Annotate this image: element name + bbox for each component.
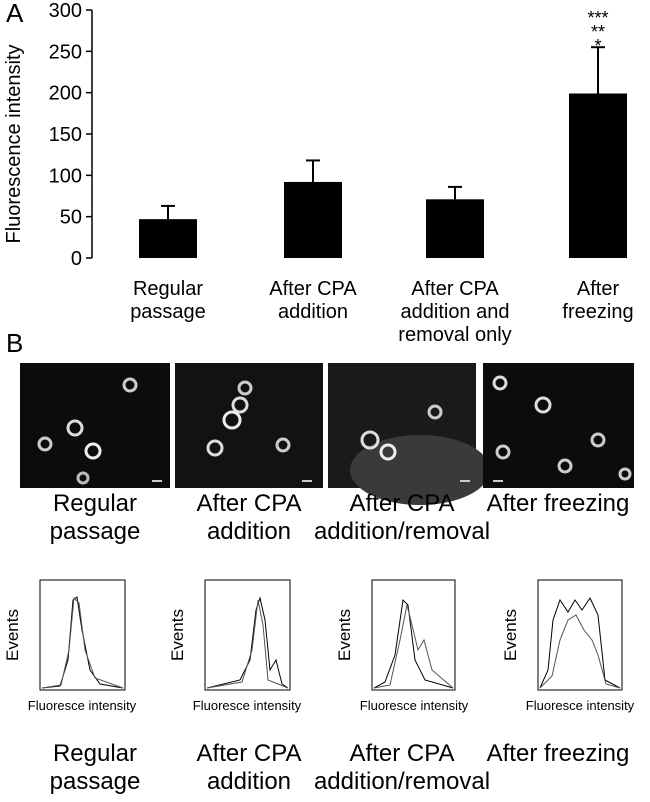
histogram-y-label: Events — [501, 609, 520, 661]
bar — [139, 219, 197, 258]
y-tick-label: 200 — [49, 83, 82, 105]
bar — [284, 181, 342, 258]
histogram-y-label: Events — [335, 609, 354, 661]
bottom-caption: After freezing — [486, 740, 630, 767]
panel-label: B — [6, 328, 23, 358]
y-tick-label: 300 — [49, 0, 82, 22]
y-axis-label: Fluorescence intensity — [3, 45, 25, 244]
micrograph-caption: Regular passage — [49, 490, 141, 545]
histogram-x-label: Fluoresce intensity — [193, 698, 302, 713]
micrograph-images — [20, 363, 634, 505]
bottom-caption: After CPA addition/removal — [313, 740, 491, 795]
x-tick-label: After CPA addition and removal only — [398, 278, 512, 346]
histogram-y-label: Events — [3, 609, 22, 661]
x-tick-label: After CPA addition — [269, 278, 357, 323]
histogram-plots — [39, 579, 623, 691]
y-tick-label: 50 — [60, 207, 82, 229]
micrograph-caption: After freezing — [486, 490, 630, 517]
bar — [426, 199, 484, 258]
micrograph-caption: After CPA addition — [196, 490, 302, 545]
y-tick-label: 250 — [49, 41, 82, 63]
bottom-caption: Regular passage — [49, 740, 141, 795]
histogram-x-label: Fluoresce intensity — [526, 698, 635, 713]
histogram-x-label: Fluoresce intensity — [28, 698, 137, 713]
panel-label: A — [6, 0, 24, 28]
significance-label: *** — [587, 8, 608, 28]
x-tick-label: Regular passage — [130, 278, 206, 323]
micrograph-caption: After CPA addition/removal — [313, 490, 491, 545]
y-tick-label: 100 — [49, 165, 82, 187]
significance-label: ** — [591, 22, 605, 42]
bottom-caption: After CPA addition — [196, 740, 302, 795]
histogram-y-label: Events — [168, 609, 187, 661]
y-tick-label: 0 — [71, 248, 82, 270]
significance-label: * — [594, 36, 601, 56]
histogram-x-label: Fluoresce intensity — [360, 698, 469, 713]
y-tick-label: 150 — [49, 124, 82, 146]
x-tick-label: After freezing — [562, 278, 634, 323]
bar — [569, 93, 627, 258]
